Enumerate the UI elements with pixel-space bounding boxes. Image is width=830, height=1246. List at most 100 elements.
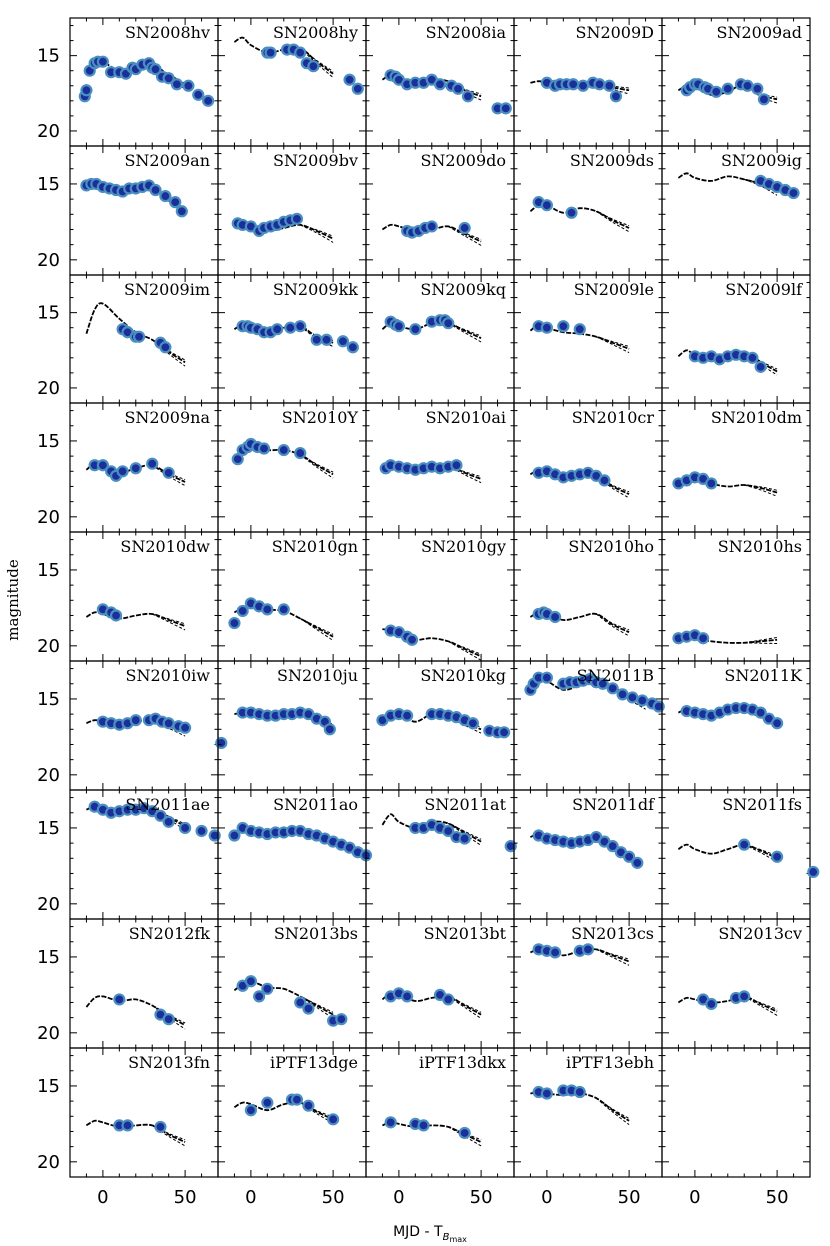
observation-point — [336, 335, 350, 348]
model-uncertainty-0 — [595, 948, 630, 966]
x-axis-label: MJD - TBmax — [393, 1224, 467, 1244]
panel-title: SN2009ad — [717, 23, 802, 42]
panel-sn2010iw: SN2010iw — [69, 660, 228, 791]
observation-point — [606, 682, 619, 695]
observation-point — [231, 453, 244, 466]
observation-point — [771, 717, 784, 730]
observation-point — [603, 79, 616, 92]
model-curve — [677, 843, 778, 860]
panel-sn2010dm: SN2010dm — [661, 402, 811, 533]
observation-point — [451, 82, 465, 95]
observation-point — [346, 341, 359, 354]
observation-point — [609, 90, 623, 103]
panel-sn2008hy: SN2008hy — [217, 17, 367, 147]
observation-point — [162, 815, 175, 828]
panel-title: SN2011ae — [125, 795, 210, 814]
panel-title: SN2013bt — [424, 924, 507, 943]
panel-title: SN2012fk — [129, 924, 211, 943]
observation-point — [738, 838, 751, 851]
panels-layer: SN2008hv SN2008hy SN2008ia SN2009D SN2009ad S… — [69, 17, 820, 1178]
panel-title: iPTF13dge — [270, 1053, 358, 1072]
panel-sn2009ad: SN2009ad — [661, 17, 811, 147]
panel-plot-area — [85, 1119, 186, 1147]
observation-point — [149, 183, 162, 197]
model-uncertainty-1 — [151, 464, 186, 481]
panel-sn2013cv: SN2013cv — [661, 918, 811, 1049]
observation-point — [294, 996, 307, 1009]
observation-point — [113, 993, 126, 1006]
panel-sn2009na: SN2009na — [69, 402, 219, 533]
panel-plot-area — [677, 843, 778, 863]
x-axis-label-sub: B — [443, 1232, 450, 1243]
model-uncertainty-0 — [151, 613, 186, 631]
panel-sn2011b: SN2011B — [513, 660, 665, 791]
model-uncertainty-0 — [744, 484, 778, 497]
observation-point — [442, 993, 455, 1006]
panel-title: SN2008hy — [273, 23, 358, 42]
observation-point — [132, 330, 146, 343]
panel-title: SN2010ai — [426, 408, 506, 427]
panel-sn2010ai: SN2010ai — [365, 402, 515, 533]
observation-point — [567, 78, 580, 91]
observation-point — [179, 721, 192, 734]
observation-point — [757, 93, 771, 106]
observation-point — [162, 1013, 175, 1026]
panel-empty — [661, 1047, 811, 1178]
panel-title: SN2013bs — [274, 924, 358, 943]
observation-point — [433, 78, 447, 91]
observation-point — [159, 341, 172, 354]
observation-point — [557, 320, 570, 333]
y-tick-label: 15 — [37, 46, 60, 67]
model-uncertainty-1 — [448, 464, 482, 478]
model-uncertainty-0 — [744, 642, 778, 644]
observation-point — [623, 850, 636, 863]
y-tick-label: 20 — [37, 636, 60, 657]
observation-point — [598, 474, 611, 487]
observation-point — [277, 603, 290, 616]
observation-point — [154, 1120, 167, 1134]
x-tick-label: 50 — [618, 1187, 641, 1208]
model-curve — [85, 995, 186, 1026]
model-uncertainty-1 — [299, 454, 334, 473]
observation-point — [307, 60, 320, 73]
observation-point — [392, 320, 405, 333]
y-tick-label: 15 — [37, 303, 60, 324]
observation-point — [244, 1104, 257, 1117]
y-tick-label: 15 — [37, 818, 60, 839]
panel-title: SN2009kk — [273, 280, 358, 299]
model-curve — [233, 1101, 334, 1121]
model-uncertainty-0 — [595, 613, 630, 637]
observation-point — [616, 688, 629, 701]
x-axis-label-subsub: max — [449, 1235, 467, 1244]
observation-point — [442, 317, 455, 330]
observation-point — [787, 186, 800, 200]
observation-point — [540, 199, 553, 212]
y-tick-label: 15 — [37, 560, 60, 581]
observation-point — [290, 1093, 304, 1106]
y-tick-label: 20 — [37, 378, 60, 399]
panel-sn2009ig: SN2009ig — [661, 145, 811, 276]
observation-point — [290, 212, 304, 225]
panel-sn2009d: SN2009D — [513, 17, 663, 147]
observation-point — [264, 46, 277, 59]
panel-sn2011at: SN2011at — [365, 789, 517, 920]
observation-point — [302, 1002, 315, 1015]
observation-point — [581, 943, 595, 956]
observation-point — [261, 1096, 274, 1109]
observation-point — [738, 990, 751, 1003]
observation-point — [179, 821, 192, 835]
x-tick-label: 0 — [689, 1187, 700, 1208]
panel-sn2009le: SN2009le — [513, 274, 663, 404]
y-tick-label: 20 — [37, 1152, 60, 1173]
panel-title: SN2011at — [424, 795, 506, 814]
panel-sn2009im: SN2009im — [69, 274, 219, 404]
panel-sn2009an: SN2009an — [69, 145, 219, 276]
x-tick-label: 0 — [245, 1187, 256, 1208]
observation-point — [310, 333, 323, 346]
panel-title: SN2013fn — [128, 1053, 210, 1072]
observation-point — [721, 82, 734, 95]
observation-point — [466, 717, 479, 730]
panel-sn2009ds: SN2009ds — [513, 145, 663, 276]
x-axis-label-main: MJD - T — [393, 1224, 443, 1240]
x-tick-label: 50 — [174, 1187, 197, 1208]
